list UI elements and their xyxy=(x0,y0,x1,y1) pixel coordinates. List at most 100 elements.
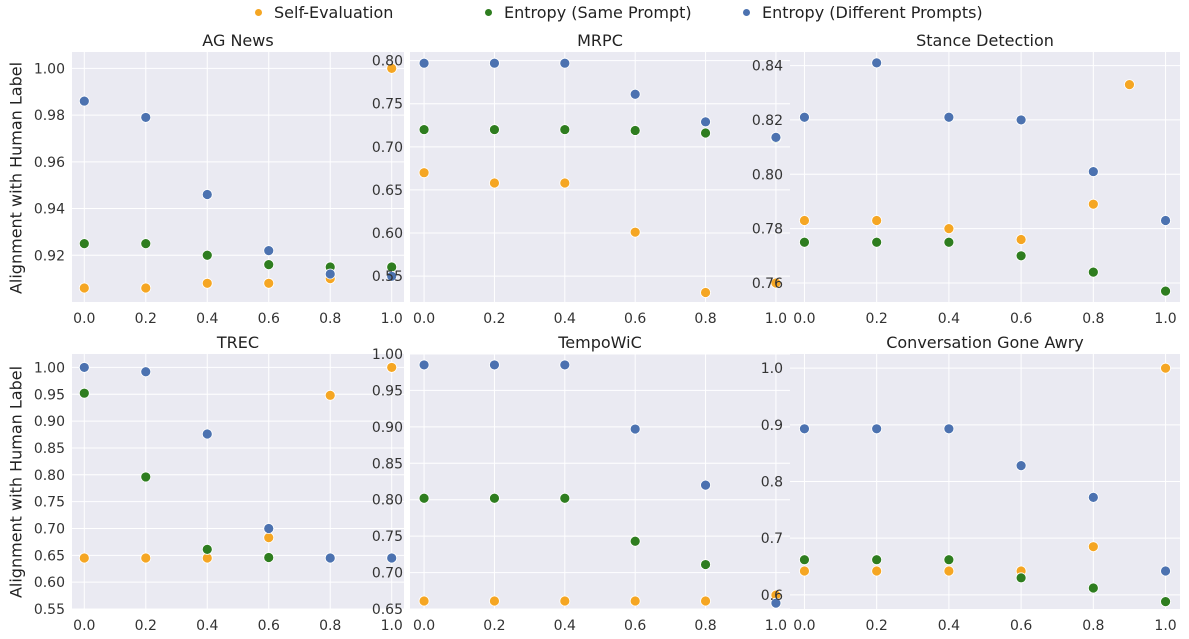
point-self-evaluation xyxy=(700,595,711,607)
y-tick-label: 0.55 xyxy=(372,269,403,285)
y-tick-label: 0.85 xyxy=(372,456,403,472)
y-tick-label: 0.80 xyxy=(752,167,783,183)
panel-title: MRPC xyxy=(577,31,623,50)
point-entropy-same-prompt xyxy=(871,236,883,248)
point-self-evaluation xyxy=(559,177,571,189)
x-tick-label: 0.6 xyxy=(258,311,280,327)
point-entropy-different-prompts xyxy=(489,57,500,69)
point-entropy-same-prompt xyxy=(1160,596,1171,608)
y-tick-label: 0.80 xyxy=(372,493,403,509)
point-self-evaluation xyxy=(770,277,782,289)
point-entropy-different-prompts xyxy=(943,111,955,123)
x-tick-label: 1.0 xyxy=(1154,618,1176,634)
point-entropy-same-prompt xyxy=(799,236,810,248)
x-tick-label: 0.0 xyxy=(793,311,815,327)
panel-trec: 0.0 0.2 0.4 0.6 0.8 1.0 0.55 0.60 0.65 0.70 0.75 0.… xyxy=(34,333,404,634)
point-self-evaluation xyxy=(1015,234,1027,245)
point-entropy-different-prompts xyxy=(386,552,398,564)
point-entropy-same-prompt xyxy=(871,554,883,566)
panel-ag-news: 0.0 0.2 0.4 0.6 0.8 1.0 0.92 0.94 0.96 0.98 1.00 AG… xyxy=(34,31,404,327)
point-self-evaluation xyxy=(871,565,883,577)
point-self-evaluation xyxy=(418,595,430,607)
point-entropy-different-prompts xyxy=(489,359,500,371)
point-self-evaluation xyxy=(629,226,641,238)
point-entropy-same-prompt xyxy=(700,127,711,139)
x-tick-label: 0.6 xyxy=(1010,311,1032,327)
point-self-evaluation xyxy=(489,177,500,189)
x-tick-label: 0.0 xyxy=(413,618,435,634)
x-tick-label: 0.4 xyxy=(554,311,576,327)
y-tick-label: 0.65 xyxy=(34,548,65,564)
y-tick-label: 0.70 xyxy=(372,566,403,582)
legend-item-entropy-different-prompts: Entropy (Different Prompts) xyxy=(743,2,983,22)
point-entropy-different-prompts xyxy=(559,359,571,371)
point-self-evaluation xyxy=(700,287,711,298)
point-entropy-different-prompts xyxy=(770,597,782,609)
x-tick-label: 0.2 xyxy=(866,618,888,634)
x-tick-label: 0.0 xyxy=(793,618,815,634)
point-entropy-same-prompt xyxy=(799,554,810,566)
y-tick-label: 0.94 xyxy=(34,202,65,218)
legend-marker-entropy-same-prompt xyxy=(485,8,492,16)
x-tick-label: 0.6 xyxy=(624,311,646,327)
point-entropy-same-prompt xyxy=(559,124,571,135)
point-entropy-different-prompts xyxy=(1087,491,1099,503)
point-entropy-different-prompts xyxy=(770,131,782,143)
point-entropy-different-prompts xyxy=(201,189,213,200)
x-tick-label: 0.6 xyxy=(624,618,646,634)
y-tick-label: 1.00 xyxy=(372,347,403,363)
point-entropy-same-prompt xyxy=(201,544,213,555)
y-tick-label: 0.75 xyxy=(372,529,403,545)
point-entropy-different-prompts xyxy=(418,57,430,69)
plot-area-tempowic xyxy=(410,354,790,609)
x-tick-label: 0.6 xyxy=(258,618,280,634)
point-entropy-different-prompts xyxy=(140,366,152,378)
y-tick-label: 0.96 xyxy=(34,155,65,171)
y-tick-label: 0.55 xyxy=(34,602,65,618)
x-tick-label: 0.0 xyxy=(413,311,435,327)
y-tick-label: 0.6 xyxy=(761,588,783,604)
y-tick-label: 0.95 xyxy=(34,387,65,403)
point-entropy-different-prompts xyxy=(559,57,571,69)
point-entropy-different-prompts xyxy=(263,245,275,256)
point-entropy-different-prompts xyxy=(799,423,810,435)
point-entropy-different-prompts xyxy=(700,116,711,128)
point-self-evaluation xyxy=(386,362,398,373)
point-self-evaluation xyxy=(78,552,90,564)
x-tick-label: 0.0 xyxy=(73,618,95,634)
y-tick-label: 0.9 xyxy=(761,418,783,434)
panel-tempowic: 0.0 0.2 0.4 0.6 0.8 1.00.650.700.750.800.850.… xyxy=(372,333,790,634)
y-tick-label: 0.75 xyxy=(372,97,403,113)
point-self-evaluation xyxy=(418,167,430,179)
point-entropy-same-prompt xyxy=(263,552,275,563)
panel-title: TREC xyxy=(216,333,259,352)
point-self-evaluation xyxy=(140,552,152,564)
legend-marker-entropy-different-prompts xyxy=(743,8,750,16)
point-self-evaluation xyxy=(629,595,641,607)
point-self-evaluation xyxy=(489,595,500,607)
y-tick-label: 0.84 xyxy=(752,59,783,75)
x-tick-label: 1.0 xyxy=(1154,311,1176,327)
x-tick-label: 0.8 xyxy=(1082,618,1104,634)
legend-marker-self-evaluation xyxy=(255,8,262,16)
point-entropy-same-prompt xyxy=(1087,582,1099,594)
legend-label-entropy-same-prompt: Entropy (Same Prompt) xyxy=(504,2,692,22)
y-tick-label: 0.90 xyxy=(34,414,65,430)
point-self-evaluation xyxy=(559,595,571,607)
y-tick-label: 0.8 xyxy=(761,475,783,491)
point-self-evaluation xyxy=(799,565,810,577)
y-tick-label: 0.98 xyxy=(34,108,65,124)
point-entropy-same-prompt xyxy=(140,238,152,249)
legend-item-self-evaluation: Self-Evaluation xyxy=(255,2,393,22)
point-entropy-same-prompt xyxy=(201,249,213,261)
legend-label-self-evaluation: Self-Evaluation xyxy=(274,2,394,22)
x-tick-label: 0.4 xyxy=(938,311,960,327)
point-entropy-different-prompts xyxy=(263,523,275,534)
y-tick-label: 0.85 xyxy=(34,441,65,457)
x-tick-label: 0.8 xyxy=(319,311,341,327)
x-tick-label: 1.0 xyxy=(765,311,787,327)
point-entropy-same-prompt xyxy=(700,559,711,570)
panel-title: TempoWiC xyxy=(557,333,642,352)
panel-title: Stance Detection xyxy=(916,31,1054,50)
y-tick-label: 1.00 xyxy=(34,61,65,77)
